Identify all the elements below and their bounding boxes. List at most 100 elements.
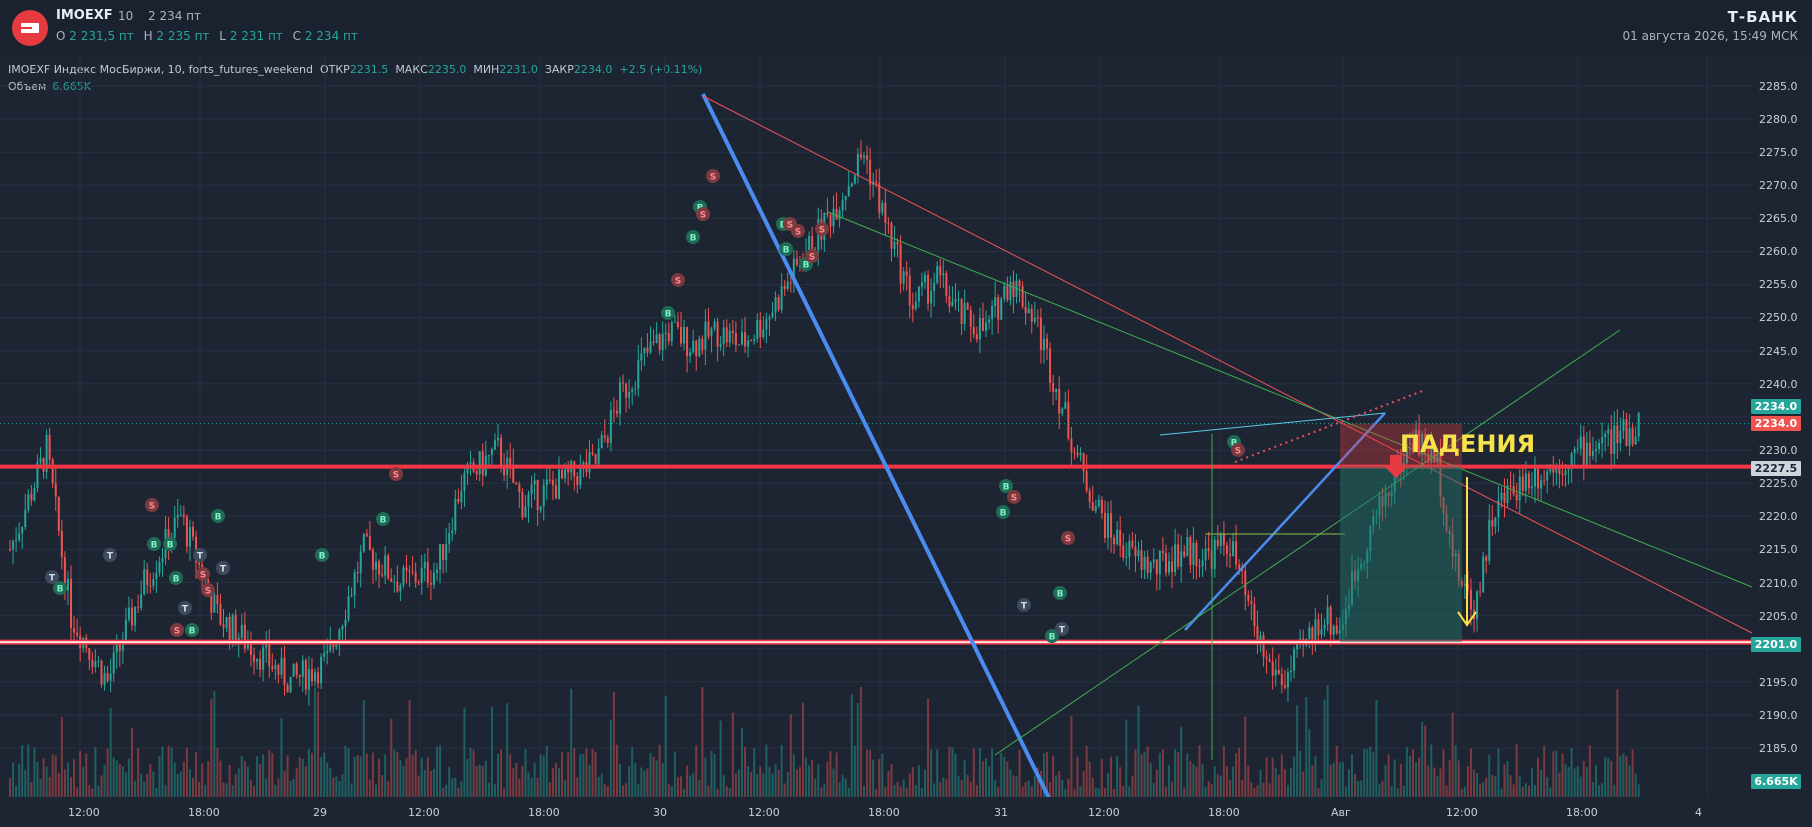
volume-bar xyxy=(1232,766,1235,797)
price-axis-bg[interactable] xyxy=(1752,55,1812,827)
candle-body xyxy=(146,569,149,586)
candle-body xyxy=(73,628,76,633)
volume-bar xyxy=(899,786,902,797)
candle-body xyxy=(643,347,646,354)
volume-bar xyxy=(274,784,277,797)
volume-bar xyxy=(1637,784,1640,797)
candle-body xyxy=(710,328,713,337)
price-chart[interactable]: SBBBTTBBTSTTSBSBBSSBSBSBBSSBBSSBSBSTBBTB… xyxy=(0,55,1812,827)
time-axis-bg[interactable] xyxy=(0,797,1812,827)
candle-body xyxy=(384,555,387,576)
volume-bar xyxy=(1335,745,1338,797)
candle-body xyxy=(454,498,457,531)
candle-body xyxy=(1058,388,1061,414)
volume-bar xyxy=(1085,745,1088,797)
volume-bar xyxy=(1183,787,1186,797)
price-tick: 2255.0 xyxy=(1759,278,1798,291)
brand-name: Т-БАНК xyxy=(1727,8,1798,26)
volume-bar xyxy=(54,755,57,797)
volume-bar xyxy=(1021,786,1024,797)
candle-body xyxy=(402,567,405,586)
candle-body xyxy=(869,159,872,185)
volume-bar xyxy=(127,758,130,797)
candle-body xyxy=(1534,468,1536,487)
volume-bar xyxy=(1479,783,1482,797)
volume-bar xyxy=(1241,780,1244,797)
volume-bar xyxy=(841,775,844,797)
volume-bar xyxy=(545,745,548,797)
candle-body xyxy=(51,459,54,484)
volume-bar xyxy=(109,708,112,797)
volume-bar xyxy=(219,760,222,797)
high-value: 2235.0 xyxy=(427,63,467,76)
volume-bar xyxy=(329,767,332,797)
candle-body xyxy=(97,660,100,662)
volume-bar xyxy=(210,698,213,797)
candle-body xyxy=(329,643,332,651)
annotation-text[interactable]: ПАДЕНИЯ xyxy=(1400,430,1536,458)
marker-letter: B xyxy=(167,541,174,551)
candle-body xyxy=(1314,619,1317,640)
candle-body xyxy=(9,549,11,551)
candle-body xyxy=(1012,281,1015,297)
candle-body xyxy=(683,327,686,344)
candle-body xyxy=(1152,559,1155,563)
candle-body xyxy=(246,644,249,649)
volume-bar xyxy=(1466,766,1469,797)
candle-body xyxy=(359,551,362,573)
candle-body xyxy=(436,569,438,573)
time-label: 29 xyxy=(313,806,327,819)
volume-bar xyxy=(207,761,210,797)
volume-bar xyxy=(463,707,466,797)
interval-label[interactable]: 10 xyxy=(118,9,134,23)
volume-bar xyxy=(1457,760,1460,797)
candle-body xyxy=(182,514,185,517)
candle-body xyxy=(716,321,719,347)
volume-bar xyxy=(405,757,408,797)
volume-bar xyxy=(634,763,637,797)
volume-bar xyxy=(1613,784,1616,797)
symbol-name[interactable]: IMOEXF xyxy=(56,8,113,23)
candle-body xyxy=(124,619,127,645)
volume-bar xyxy=(277,778,280,797)
marker-circle xyxy=(45,570,59,584)
candle-body xyxy=(1232,541,1235,556)
candle-body xyxy=(658,334,661,351)
volume-bar xyxy=(1530,768,1533,797)
volume-bar xyxy=(1058,771,1061,797)
volume-bar xyxy=(695,745,698,797)
candle-body xyxy=(1607,429,1610,434)
marker-letter: S xyxy=(1235,447,1241,457)
volume-bar xyxy=(1216,774,1219,797)
candle-body xyxy=(198,562,201,565)
candle-body xyxy=(1549,466,1552,472)
candle-body xyxy=(442,544,445,561)
candle-body xyxy=(341,626,344,630)
instrument-title[interactable]: IMOEXF Индекс МосБиржи, 10, forts_future… xyxy=(8,63,313,76)
volume-bar xyxy=(792,754,795,797)
candle-body xyxy=(1259,635,1262,641)
marker-circle xyxy=(791,224,805,238)
candle-body xyxy=(615,410,618,414)
candle-body xyxy=(881,202,884,213)
volume-bar xyxy=(420,757,423,797)
volume-bar xyxy=(680,776,682,797)
volume-bar xyxy=(689,775,692,797)
trade-marker-b: B xyxy=(1053,586,1067,600)
volume-bar xyxy=(493,784,496,797)
candle-body xyxy=(747,340,750,347)
candle-body xyxy=(594,454,597,464)
volume-bar xyxy=(103,764,106,797)
candle-body xyxy=(335,644,338,648)
volume-bar xyxy=(307,748,310,797)
candle-body xyxy=(1335,625,1338,634)
volume-bar xyxy=(1274,768,1277,797)
volume-bar xyxy=(1494,776,1497,797)
volume-bar xyxy=(1286,785,1289,797)
candle-body xyxy=(210,591,213,613)
candle-body xyxy=(109,673,112,681)
candle-body xyxy=(1567,469,1570,471)
candle-body xyxy=(771,312,774,318)
marker-circle xyxy=(815,222,829,236)
volume-bar xyxy=(600,773,603,797)
